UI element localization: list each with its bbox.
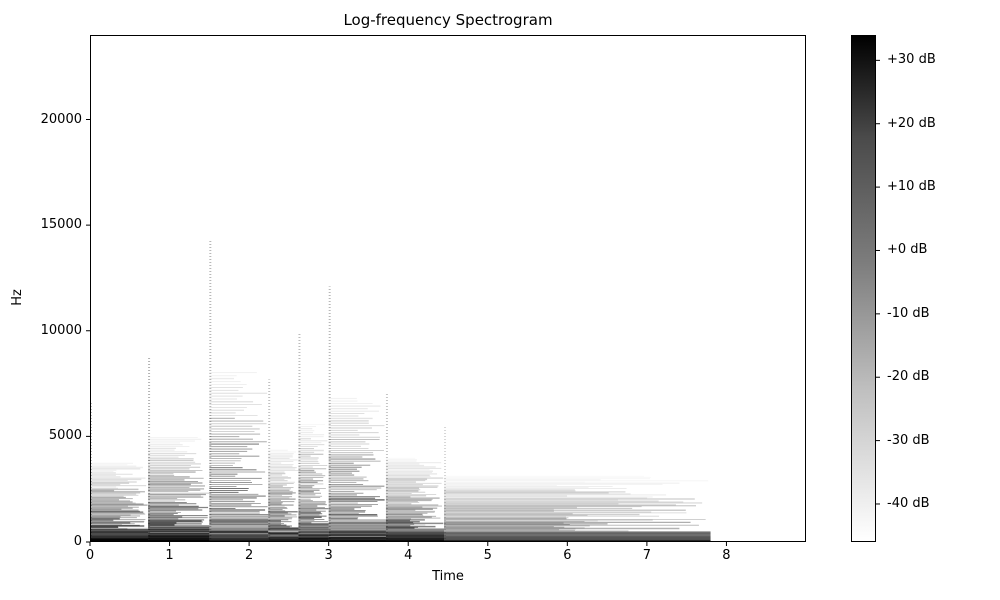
x-tick-label: 5 xyxy=(483,548,492,563)
colorbar-label: +30 dB xyxy=(887,52,936,68)
y-tick-label: 0 xyxy=(73,534,82,549)
plot-area xyxy=(90,35,806,542)
x-tick-label: 1 xyxy=(165,548,174,563)
spectrogram-image xyxy=(91,239,711,541)
x-axis-label: Time xyxy=(432,569,464,584)
colorbar-label: +0 dB xyxy=(887,242,928,258)
colorbar-label: -30 dB xyxy=(887,432,930,448)
x-tick-label: 3 xyxy=(324,548,333,563)
chart-title: Log-frequency Spectrogram xyxy=(343,11,553,29)
y-tick-label: 10000 xyxy=(40,322,82,338)
colorbar xyxy=(851,35,876,542)
x-tick-label: 7 xyxy=(642,548,652,563)
y-tick-label: 5000 xyxy=(48,428,82,444)
colorbar-label: -40 dB xyxy=(887,495,930,511)
x-tick-label: 2 xyxy=(244,548,254,563)
colorbar-label: -20 dB xyxy=(887,369,930,385)
x-tick-label: 8 xyxy=(722,548,731,563)
x-tick-label: 6 xyxy=(563,548,572,563)
colorbar-label: -10 dB xyxy=(887,305,930,321)
colorbar-label: +20 dB xyxy=(887,115,936,131)
axis-ticks xyxy=(86,59,880,546)
colorbar-label: +10 dB xyxy=(887,179,936,195)
y-tick-label: 20000 xyxy=(40,111,82,127)
y-axis-label: Hz xyxy=(9,289,25,306)
x-tick-label: 4 xyxy=(404,548,413,563)
y-tick-label: 15000 xyxy=(40,217,82,233)
x-tick-label: 0 xyxy=(85,548,95,563)
